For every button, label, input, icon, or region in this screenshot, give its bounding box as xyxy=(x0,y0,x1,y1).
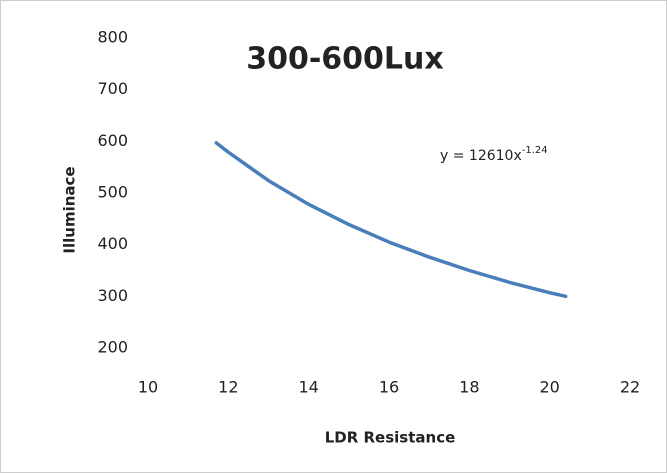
y-tick-label: 200 xyxy=(97,338,128,357)
x-tick-label: 10 xyxy=(138,378,158,397)
x-tick-label: 14 xyxy=(298,378,318,397)
y-tick-label: 400 xyxy=(97,234,128,253)
chart-title: 300-600Lux xyxy=(246,42,444,77)
x-tick-label: 12 xyxy=(218,378,238,397)
y-axis-title: Illuminace xyxy=(61,166,79,253)
y-tick-label: 600 xyxy=(97,131,128,150)
x-tick-label: 20 xyxy=(539,378,559,397)
y-tick-label: 700 xyxy=(97,79,128,98)
equation: y = 12610x-1.24 xyxy=(440,145,548,164)
x-axis-title: LDR Resistance xyxy=(325,429,456,447)
y-tick-label: 800 xyxy=(97,28,128,47)
equation-exponent: -1.24 xyxy=(522,145,548,156)
y-tick-label: 500 xyxy=(97,183,128,202)
data-line xyxy=(214,141,568,299)
x-tick-label: 18 xyxy=(459,378,479,397)
x-tick-label: 22 xyxy=(620,378,640,397)
x-tick-label: 16 xyxy=(379,378,399,397)
equation-base: y = 12610x xyxy=(440,148,522,164)
y-tick-label: 300 xyxy=(97,286,128,305)
